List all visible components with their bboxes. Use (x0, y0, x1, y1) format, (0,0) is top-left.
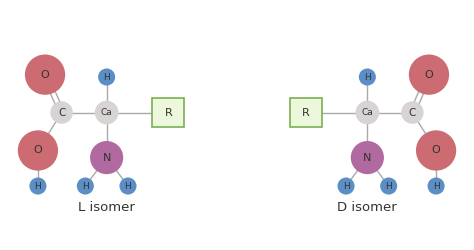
Circle shape (380, 178, 397, 194)
Text: O: O (425, 70, 433, 80)
Circle shape (401, 101, 424, 124)
FancyBboxPatch shape (152, 98, 184, 127)
Text: R: R (302, 108, 310, 118)
Text: H: H (35, 182, 41, 190)
Text: N: N (363, 152, 372, 162)
Text: H: H (343, 182, 349, 190)
Text: N: N (102, 152, 111, 162)
Circle shape (351, 141, 384, 174)
Text: O: O (41, 70, 49, 80)
Text: H: H (103, 72, 110, 82)
Circle shape (337, 178, 355, 194)
Text: L isomer: L isomer (78, 201, 135, 214)
Text: D isomer: D isomer (337, 201, 397, 214)
Text: H: H (385, 182, 392, 190)
Text: Ca: Ca (101, 108, 112, 117)
Circle shape (50, 101, 73, 124)
Text: O: O (432, 146, 440, 156)
Circle shape (18, 130, 58, 170)
Text: O: O (34, 146, 42, 156)
Text: C: C (409, 108, 416, 118)
Text: R: R (164, 108, 172, 118)
Text: H: H (364, 72, 371, 82)
FancyBboxPatch shape (290, 98, 322, 127)
Circle shape (77, 178, 94, 194)
Text: H: H (82, 182, 89, 190)
Circle shape (119, 178, 137, 194)
Circle shape (95, 101, 118, 124)
Circle shape (25, 54, 65, 95)
Circle shape (356, 101, 379, 124)
Circle shape (428, 178, 445, 194)
Circle shape (98, 68, 115, 86)
Circle shape (90, 141, 123, 174)
Text: Ca: Ca (362, 108, 373, 117)
Circle shape (29, 178, 46, 194)
Text: H: H (125, 182, 131, 190)
Text: C: C (58, 108, 65, 118)
Text: H: H (433, 182, 439, 190)
Circle shape (359, 68, 376, 86)
Circle shape (416, 130, 456, 170)
Circle shape (409, 54, 449, 95)
